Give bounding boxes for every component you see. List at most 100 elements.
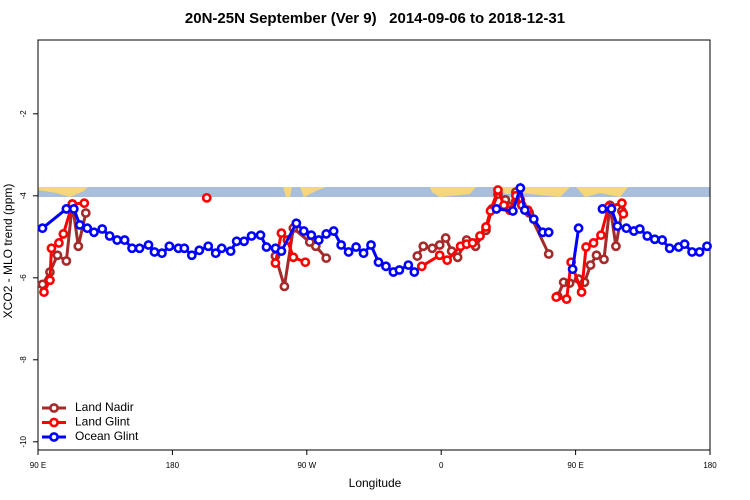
data-point	[373, 257, 384, 268]
data-point	[74, 220, 85, 230]
data-point	[543, 227, 554, 238]
x-tick-label: 90 E	[30, 461, 46, 470]
data-point	[261, 242, 272, 252]
data-point	[343, 247, 354, 257]
data-point	[276, 246, 287, 257]
data-point	[599, 254, 609, 265]
data-point	[694, 247, 705, 257]
data-point	[416, 261, 427, 272]
data-point	[403, 260, 414, 270]
legend-marker	[49, 417, 59, 428]
legend-label: Land Glint	[75, 415, 130, 429]
data-point	[543, 249, 554, 259]
data-point	[621, 223, 632, 234]
data-point	[442, 255, 453, 266]
data-point	[288, 252, 299, 263]
data-point	[46, 243, 57, 254]
data-point	[611, 241, 621, 252]
data-point	[467, 238, 478, 248]
data-point	[596, 230, 606, 241]
x-axis-label: Longitude	[349, 476, 402, 490]
data-point	[409, 267, 420, 277]
data-point	[61, 204, 72, 214]
data-point	[291, 218, 302, 229]
data-point	[588, 238, 599, 248]
land-patch	[38, 187, 88, 197]
data-point	[45, 275, 55, 286]
data-point	[427, 243, 438, 254]
data-point	[186, 250, 197, 261]
data-point	[551, 292, 562, 302]
data-point	[157, 248, 167, 259]
data-point	[491, 204, 502, 214]
data-point	[649, 234, 660, 245]
data-point	[201, 192, 212, 203]
data-point	[52, 250, 63, 261]
data-point	[412, 251, 423, 261]
data-point	[194, 245, 205, 256]
data-point	[321, 253, 332, 264]
data-point	[134, 243, 145, 254]
x-tick-label: 90 W	[297, 461, 316, 470]
data-point	[270, 258, 281, 268]
data-point	[687, 247, 697, 257]
data-point	[79, 198, 90, 209]
data-point	[567, 264, 578, 275]
data-point	[642, 231, 653, 241]
data-point	[149, 247, 160, 257]
data-point	[351, 242, 361, 252]
data-point	[702, 241, 712, 252]
y-axis-label: XCO2 - MLO trend (ppm)	[1, 184, 15, 319]
data-point	[493, 185, 503, 195]
data-point	[381, 261, 391, 272]
y-tick-label: -8	[19, 356, 28, 364]
data-point	[366, 240, 376, 250]
legend-marker	[49, 432, 59, 442]
data-point	[576, 287, 587, 298]
data-point	[434, 240, 445, 250]
land-patch	[430, 187, 628, 197]
data-point	[612, 221, 623, 232]
data-point	[657, 235, 668, 245]
data-point	[61, 256, 72, 266]
data-point	[54, 238, 64, 248]
data-point	[210, 248, 221, 259]
y-tick-label: -6	[19, 274, 28, 282]
data-point	[561, 294, 572, 305]
data-point	[528, 214, 539, 225]
data-point	[104, 231, 115, 241]
data-point	[679, 239, 690, 250]
ocean-strip	[38, 187, 710, 197]
data-point	[585, 260, 596, 270]
data-point	[581, 242, 591, 252]
data-point	[328, 226, 339, 236]
land-patch	[283, 187, 326, 197]
data-point	[127, 243, 137, 254]
data-point	[634, 224, 645, 234]
chart-title: 20N-25N September (Ver 9) 2014-09-06 to …	[185, 10, 565, 27]
data-point	[306, 230, 317, 241]
data-point	[298, 226, 309, 236]
y-tick-label: -4	[19, 192, 28, 200]
data-point	[519, 205, 530, 216]
x-tick-label: 90 E	[567, 461, 583, 470]
data-point	[164, 241, 175, 252]
data-point	[434, 250, 445, 261]
data-point	[616, 198, 627, 209]
data-point	[279, 281, 290, 292]
data-point	[119, 235, 130, 245]
data-point	[321, 229, 332, 239]
data-point	[80, 208, 91, 218]
data-point	[89, 227, 99, 238]
data-point	[37, 223, 48, 234]
data-point	[452, 252, 463, 263]
data-point	[394, 265, 405, 275]
data-point	[246, 231, 257, 241]
data-point	[225, 246, 236, 257]
y-tick-label: -10	[19, 435, 28, 447]
data-point	[68, 204, 79, 214]
y-tick-label: -2	[19, 110, 28, 118]
x-tick-label: 180	[166, 461, 180, 470]
data-point	[591, 250, 602, 261]
